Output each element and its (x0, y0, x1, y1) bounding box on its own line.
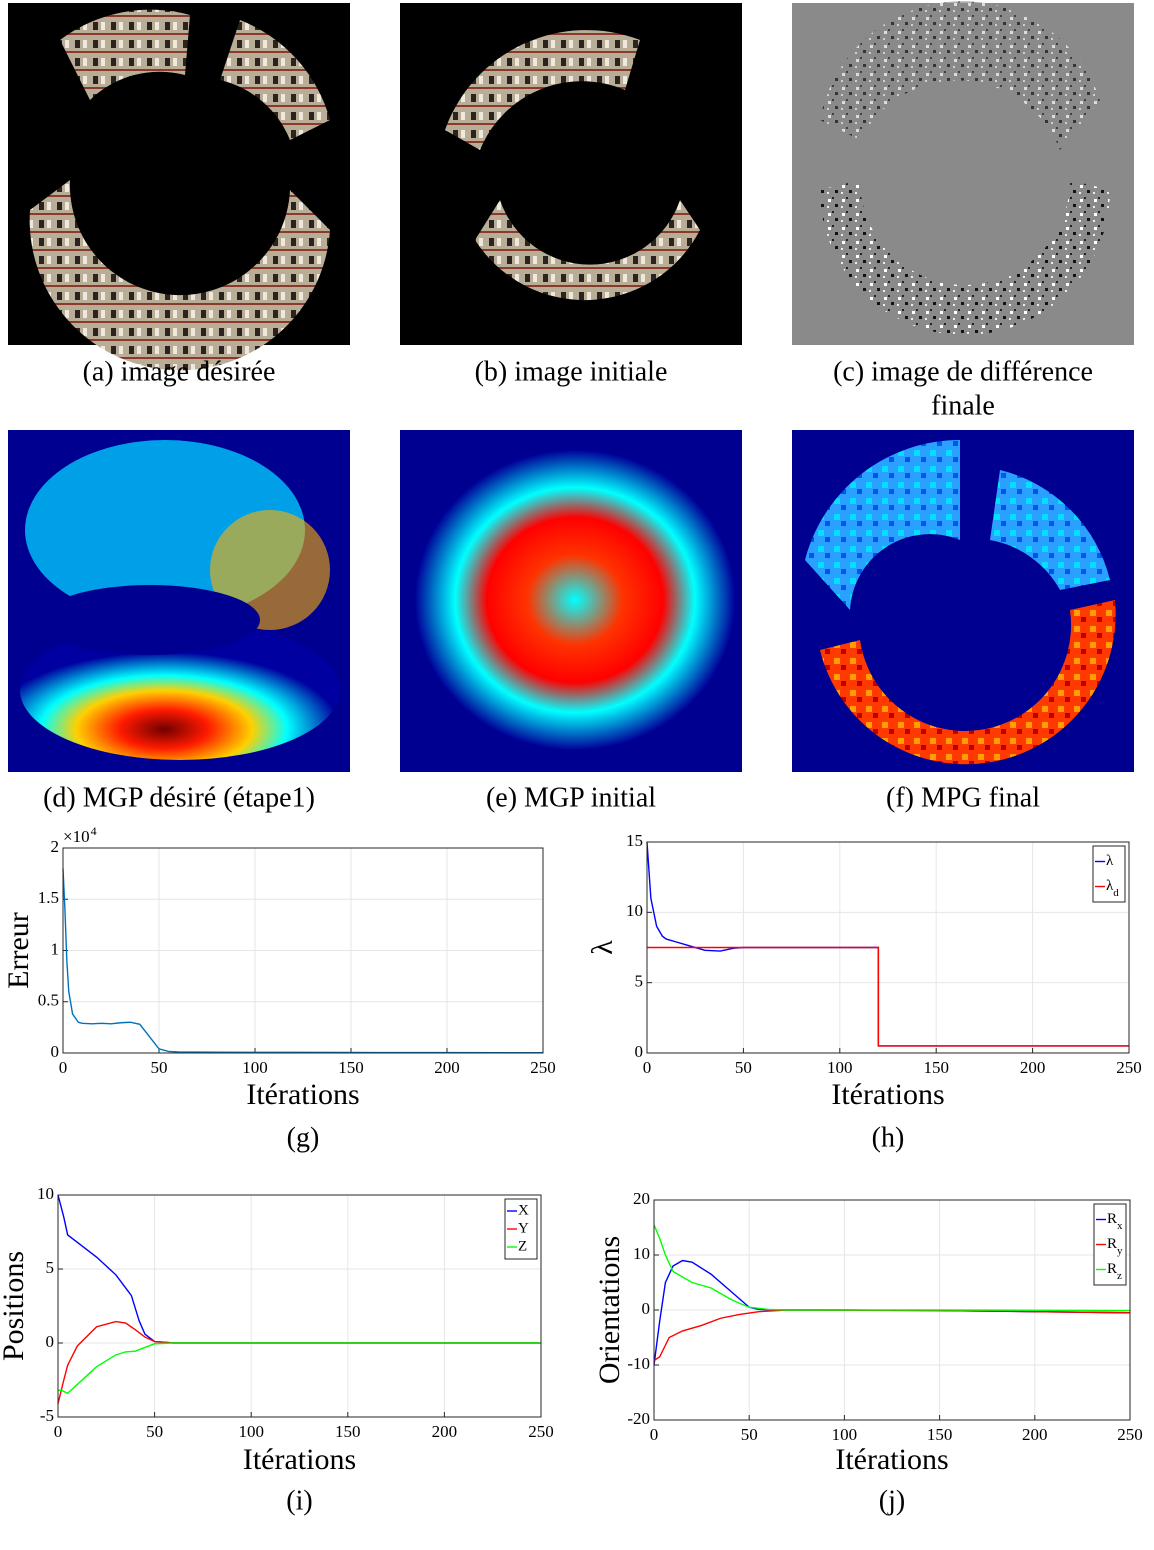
x-tick-label: 150 (923, 1058, 949, 1077)
axes-box (646, 841, 1130, 1054)
chart-caption: (g) (287, 1122, 320, 1153)
legend: XYZ (504, 1198, 538, 1260)
x-tick-label: 0 (650, 1425, 659, 1444)
legend-label-subscript: y (1117, 1245, 1123, 1257)
legend-label: R (1107, 1261, 1117, 1277)
y-tick-label: 15 (626, 831, 643, 850)
y-tick-label: 1 (51, 939, 60, 958)
image-e (400, 430, 742, 772)
x-tick-label: 200 (1022, 1425, 1048, 1444)
image-f (792, 430, 1134, 772)
y-tick-label: 5 (46, 1258, 55, 1277)
x-tick-label: 50 (741, 1425, 758, 1444)
series-line (653, 1224, 1131, 1312)
y-tick-label: -10 (627, 1354, 650, 1373)
chart-caption: (i) (286, 1485, 312, 1516)
image-c (792, 1, 1134, 345)
y-tick-label: -20 (627, 1409, 650, 1428)
y-axis-label: λ (586, 940, 619, 955)
x-tick-label: 150 (927, 1425, 953, 1444)
legend-label: Y (518, 1220, 529, 1236)
legend: λλ d (1092, 845, 1126, 903)
legend-label: R (1107, 1236, 1117, 1252)
figure-caption: (e) MGP initial (486, 782, 656, 813)
x-tick-label: 50 (735, 1058, 752, 1077)
image-d (8, 430, 350, 772)
x-tick-label: 0 (54, 1422, 63, 1441)
x-tick-label: 250 (1117, 1425, 1143, 1444)
series-line (57, 1320, 541, 1404)
axes-box (57, 1194, 542, 1418)
legend-label: Z (518, 1238, 527, 1254)
legend-label: X (518, 1202, 529, 1218)
y-axis-label: Erreur (2, 912, 35, 989)
y-tick-label: 0 (51, 1042, 60, 1061)
figure-caption: (b) image initiale (475, 356, 668, 387)
x-tick-label: 200 (432, 1422, 458, 1441)
y-tick-label: 5 (635, 972, 644, 991)
legend-label-subscript: d (1113, 887, 1119, 899)
y-tick-label: 10 (37, 1184, 54, 1203)
x-tick-label: 50 (151, 1058, 168, 1077)
series-line (58, 1342, 541, 1395)
x-tick-label: 200 (434, 1058, 460, 1077)
x-tick-label: 0 (59, 1058, 68, 1077)
x-tick-label: 100 (238, 1422, 264, 1441)
legend-label: R (1107, 1211, 1117, 1227)
x-tick-label: 200 (1020, 1058, 1046, 1077)
x-tick-label: 250 (528, 1422, 554, 1441)
figure-caption: (c) image de différence (833, 356, 1093, 387)
y-tick-label: 10 (633, 1244, 650, 1263)
legend-box (1092, 845, 1126, 903)
y-tick-label: 0.5 (38, 991, 59, 1010)
x-tick-label: 100 (242, 1058, 268, 1077)
legend-label-subscript: x (1117, 1220, 1123, 1232)
axes-box (653, 1199, 1131, 1421)
x-tick-label: 0 (643, 1058, 652, 1077)
y-tick-label: -5 (40, 1406, 54, 1425)
x-tick-label: 50 (146, 1422, 163, 1441)
series-line (647, 946, 1129, 1047)
x-tick-label: 150 (335, 1422, 361, 1441)
legend-label: λ (1106, 853, 1114, 869)
x-axis-label: Itérations (831, 1078, 944, 1111)
x-tick-label: 150 (338, 1058, 364, 1077)
x-axis-label: Itérations (246, 1078, 359, 1111)
legend-label: λ (1106, 878, 1114, 894)
axes-box (62, 847, 544, 1054)
figure-caption: (a) image désirée (83, 356, 276, 387)
series-line (62, 868, 544, 1054)
y-multiplier-exponent: 4 (91, 824, 97, 838)
x-axis-label: Itérations (243, 1443, 356, 1476)
y-tick-label: 2 (51, 837, 60, 856)
legend-label-subscript: z (1117, 1270, 1122, 1282)
y-tick-label: 1.5 (38, 888, 59, 907)
x-tick-label: 250 (530, 1058, 556, 1077)
y-tick-label: 0 (642, 1299, 651, 1318)
image-a (8, 3, 350, 371)
x-tick-label: 100 (832, 1425, 858, 1444)
figure-caption: (f) MPG final (886, 782, 1040, 813)
x-axis-label: Itérations (835, 1443, 948, 1476)
y-tick-label: 0 (635, 1042, 644, 1061)
y-tick-label: 10 (626, 901, 643, 920)
y-axis-label: Positions (0, 1251, 30, 1361)
chart-caption: (j) (879, 1485, 905, 1516)
plot-area (58, 1195, 541, 1417)
image-b (400, 3, 742, 345)
x-tick-label: 250 (1116, 1058, 1142, 1077)
x-tick-label: 100 (827, 1058, 853, 1077)
figure-caption: (d) MGP désiré (étape1) (43, 782, 315, 813)
y-tick-label: 0 (46, 1332, 55, 1351)
y-multiplier: ×10 (63, 827, 90, 846)
y-axis-label: Orientations (593, 1236, 626, 1384)
chart-caption: (h) (872, 1122, 905, 1153)
y-tick-label: 20 (633, 1189, 650, 1208)
figure-caption: finale (931, 390, 995, 421)
